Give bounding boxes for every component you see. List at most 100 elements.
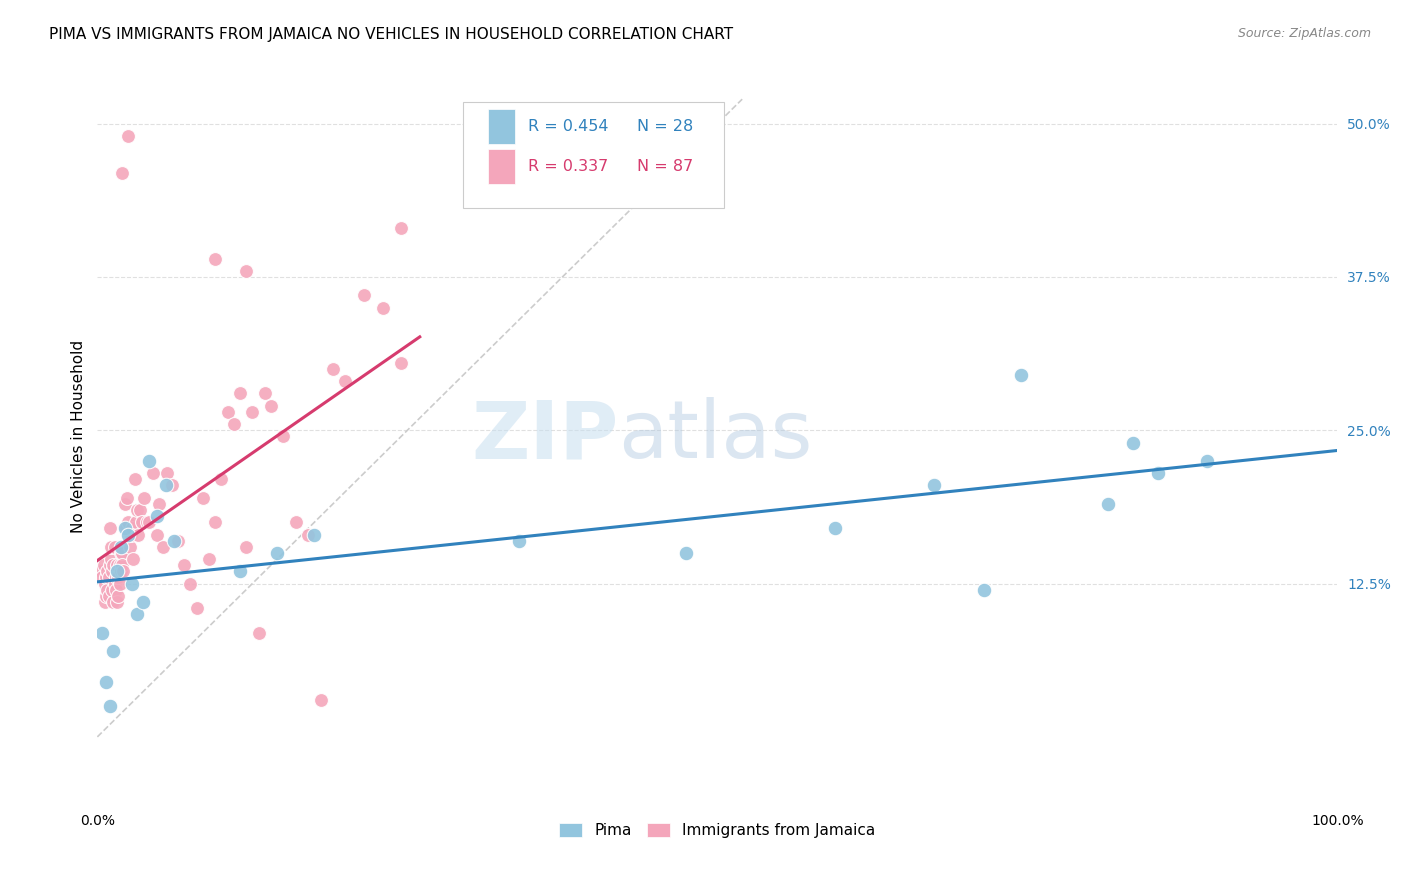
Point (93, 558, 115, 573)
Point (125, 607, 148, 622)
Point (98, 558, 121, 573)
Point (235, 540, 257, 554)
Point (266, 546, 288, 560)
Point (146, 509, 169, 524)
Point (111, 546, 134, 560)
Point (94, 589, 117, 603)
Point (115, 491, 138, 505)
Point (111, 166, 134, 180)
Point (353, 288, 375, 302)
Point (103, 644, 125, 658)
Point (121, 521, 143, 535)
Point (1197, 454, 1219, 468)
Point (179, 576, 201, 591)
Point (100, 552, 122, 566)
Point (229, 386, 252, 401)
Point (125, 515, 148, 529)
FancyBboxPatch shape (488, 109, 515, 144)
Point (191, 491, 214, 505)
Point (114, 521, 136, 535)
Point (136, 515, 159, 529)
Point (94, 576, 117, 591)
Point (222, 417, 245, 432)
Point (115, 521, 138, 535)
Point (94, 674, 117, 689)
Point (1010, 368, 1032, 383)
Text: R = 0.337: R = 0.337 (527, 160, 607, 174)
Text: atlas: atlas (619, 398, 813, 475)
Point (148, 497, 170, 511)
Point (122, 552, 145, 566)
Point (110, 546, 132, 560)
Point (204, 252, 226, 266)
Point (131, 515, 153, 529)
Point (253, 386, 276, 401)
Point (107, 570, 129, 584)
Point (273, 429, 295, 443)
Point (107, 589, 129, 603)
Point (371, 301, 394, 315)
Point (125, 503, 148, 517)
Point (97, 589, 120, 603)
Point (103, 558, 125, 573)
Point (90, 564, 112, 578)
Point (209, 472, 232, 486)
Point (104, 540, 127, 554)
Point (91, 570, 114, 584)
Point (121, 576, 143, 591)
Point (120, 527, 142, 541)
Point (389, 356, 412, 370)
Point (142, 467, 165, 481)
Y-axis label: No Vehicles in Household: No Vehicles in Household (72, 340, 86, 533)
Point (112, 564, 135, 578)
Point (105, 595, 128, 609)
Point (167, 533, 190, 548)
Point (94, 595, 117, 609)
Point (1122, 435, 1144, 450)
Point (104, 576, 127, 591)
Point (824, 521, 846, 535)
Point (335, 374, 357, 388)
Point (389, 221, 412, 235)
Point (108, 558, 131, 573)
Point (163, 533, 186, 548)
Point (105, 564, 128, 578)
Point (924, 478, 946, 492)
Point (260, 399, 283, 413)
Point (173, 558, 195, 573)
Point (152, 540, 174, 554)
Legend: Pima, Immigrants from Jamaica: Pima, Immigrants from Jamaica (553, 817, 882, 845)
FancyBboxPatch shape (488, 149, 515, 185)
Point (110, 540, 132, 554)
Point (1146, 467, 1168, 481)
Text: Source: ZipAtlas.com: Source: ZipAtlas.com (1237, 27, 1371, 40)
Point (128, 503, 150, 517)
Point (160, 478, 183, 492)
Point (96, 582, 118, 597)
Point (146, 527, 169, 541)
Text: PIMA VS IMMIGRANTS FROM JAMAICA NO VEHICLES IN HOUSEHOLD CORRELATION CHART: PIMA VS IMMIGRANTS FROM JAMAICA NO VEHIC… (49, 27, 734, 42)
Point (235, 264, 257, 278)
Point (229, 564, 252, 578)
Point (284, 515, 307, 529)
Text: N = 28: N = 28 (637, 119, 693, 134)
Point (94, 570, 117, 584)
Point (97, 570, 120, 584)
FancyBboxPatch shape (463, 102, 724, 209)
Point (127, 527, 149, 541)
Point (240, 405, 263, 419)
Point (198, 552, 221, 566)
Point (322, 362, 344, 376)
Point (96, 564, 118, 578)
Point (217, 405, 239, 419)
Point (247, 625, 270, 640)
Point (111, 558, 134, 573)
Text: ZIP: ZIP (471, 398, 619, 475)
Point (108, 576, 131, 591)
Point (204, 515, 226, 529)
Point (104, 570, 127, 584)
Point (114, 497, 136, 511)
Point (101, 564, 124, 578)
Point (91, 625, 114, 640)
Point (973, 582, 995, 597)
